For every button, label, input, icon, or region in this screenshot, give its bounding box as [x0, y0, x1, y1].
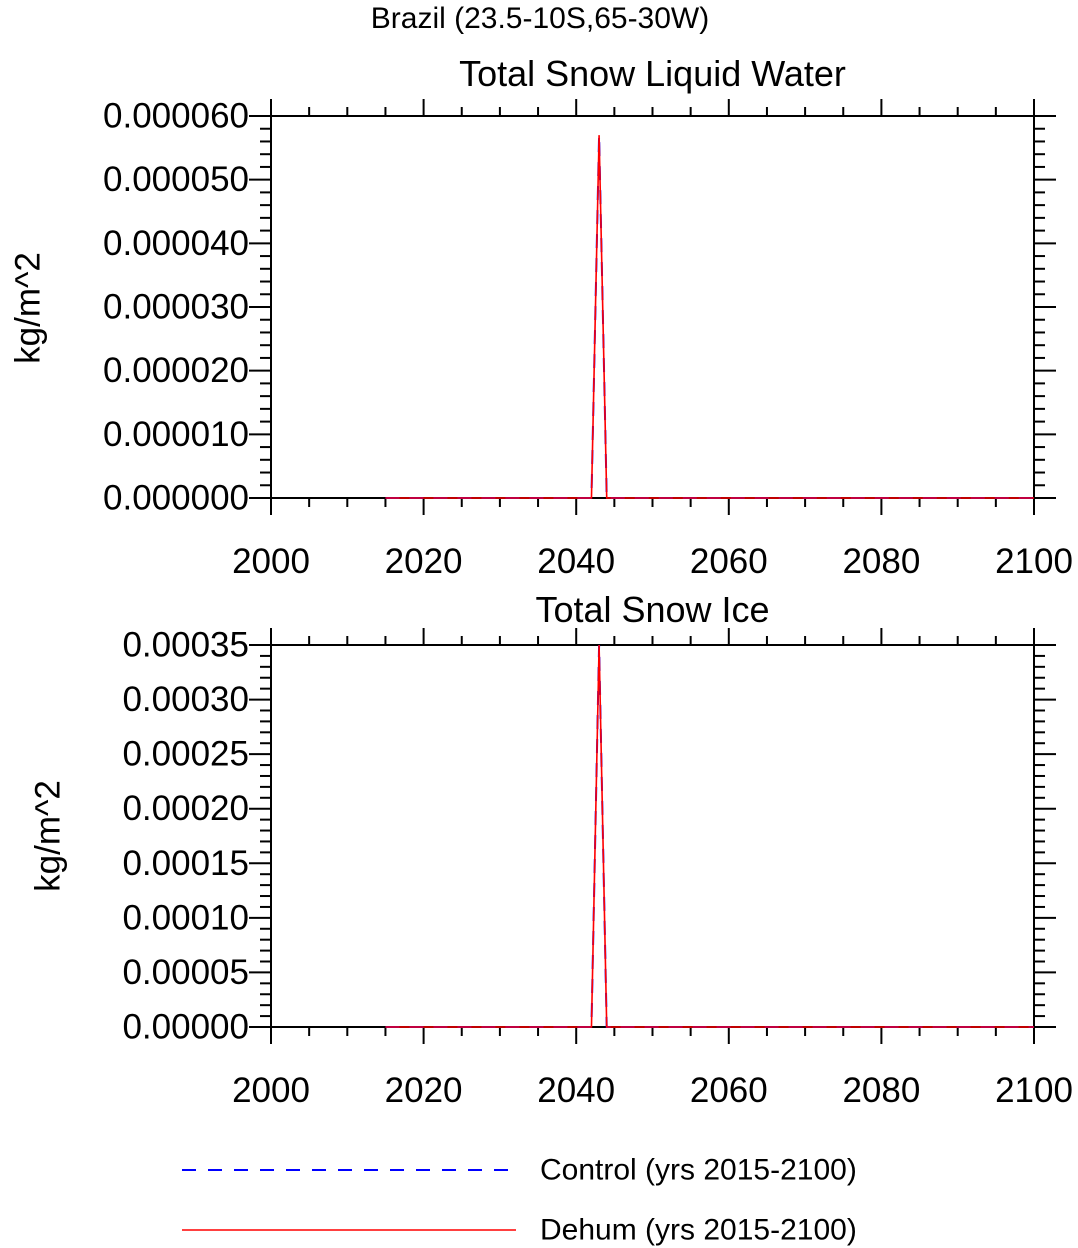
legend: Control (yrs 2015-2100) Dehum (yrs 2015-2…: [182, 1154, 857, 1247]
chart-panels: Total Snow Liquid Water kg/m^2 2000 2020 204…: [8, 53, 1073, 1110]
y-tick-label: 0.000000: [103, 479, 249, 518]
y-tick-label: 0.000050: [103, 160, 249, 199]
x-tick-label: 2080: [842, 542, 920, 581]
series-line-dehum: [385, 644, 1034, 1028]
y-axis-label: kg/m^2: [28, 780, 67, 892]
y-tick-label: 0.000030: [103, 288, 249, 327]
chart-title: Total Snow Liquid Water: [459, 53, 846, 94]
x-tick-label: 2100: [995, 1071, 1073, 1110]
legend-label: Control (yrs 2015-2100): [540, 1154, 857, 1187]
x-tick-label: 2060: [690, 1071, 768, 1110]
chart-panel-2: Total Snow Ice kg/m^2 2000 2020 2040 2060 2080…: [28, 589, 1073, 1110]
x-tick-label: 2040: [537, 1071, 615, 1110]
legend-item-2: Dehum (yrs 2015-2100): [182, 1214, 857, 1247]
y-axis-label: kg/m^2: [8, 252, 47, 364]
x-tick-label: 2040: [537, 542, 615, 581]
series-line-control: [385, 644, 1034, 1028]
x-tick-label: 2080: [842, 1071, 920, 1110]
y-tick-label: 0.00025: [122, 735, 249, 774]
y-tick-label: 0.00035: [122, 626, 249, 665]
x-tick-label: 2000: [232, 542, 310, 581]
y-tick-label: 0.00005: [122, 953, 249, 992]
x-tick-label: 2060: [690, 542, 768, 581]
x-tick-label: 2020: [385, 542, 463, 581]
y-tick-label: 0.000060: [103, 97, 249, 136]
x-tick-label: 2000: [232, 1071, 310, 1110]
y-tick-label: 0.00030: [122, 680, 249, 719]
series-line-dehum: [385, 135, 1034, 499]
y-tick-label: 0.00000: [122, 1008, 249, 1047]
chart-title: Total Snow Ice: [535, 589, 769, 630]
y-tick-label: 0.00010: [122, 898, 249, 937]
x-tick-label: 2100: [995, 542, 1073, 581]
series-line-control: [385, 135, 1034, 499]
y-tick-label: 0.00015: [122, 844, 249, 883]
x-tick-label: 2020: [385, 1071, 463, 1110]
legend-item-1: Control (yrs 2015-2100): [182, 1154, 857, 1187]
figure-suptitle: Brazil (23.5-10S,65-30W): [371, 2, 709, 35]
y-tick-label: 0.000010: [103, 415, 249, 454]
y-tick-label: 0.000020: [103, 351, 249, 390]
chart-panel-1: Total Snow Liquid Water kg/m^2 2000 2020 204…: [8, 53, 1073, 581]
legend-label: Dehum (yrs 2015-2100): [540, 1214, 857, 1247]
y-tick-label: 0.000040: [103, 224, 249, 263]
plot-frame: [270, 644, 1035, 1028]
y-tick-label: 0.00020: [122, 789, 249, 828]
plot-frame: [270, 115, 1035, 499]
